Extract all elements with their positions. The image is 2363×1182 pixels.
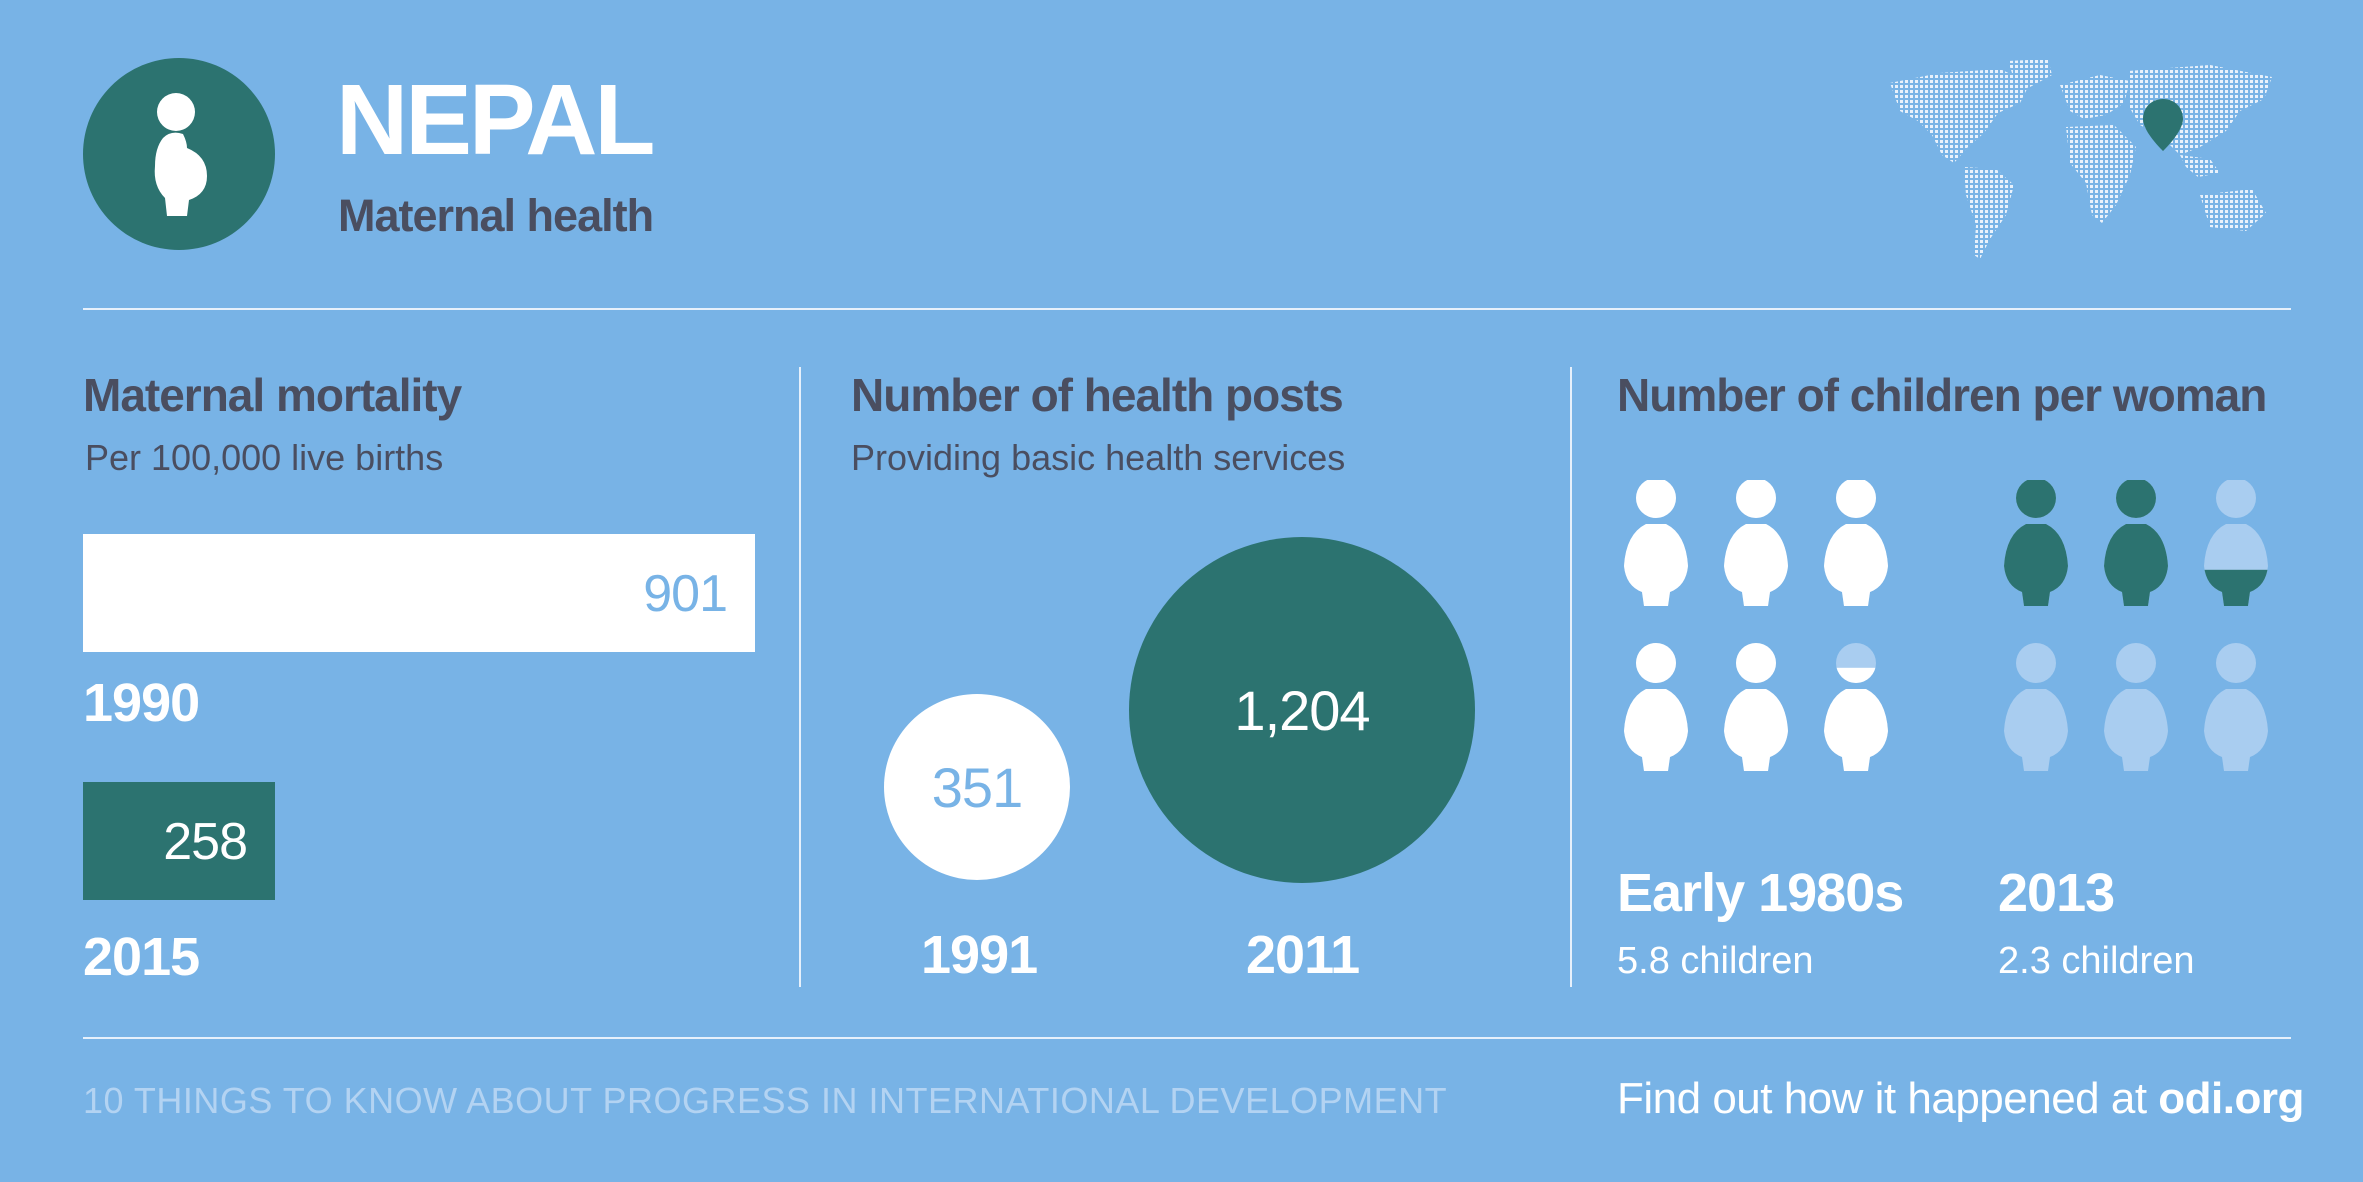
period-value-2013: 2.3 children — [1998, 940, 2195, 982]
location-pin-icon — [2143, 99, 2183, 151]
period-label-2013: 2013 — [1998, 863, 2115, 923]
header-icon-circle — [83, 58, 275, 250]
child-figure-early-1980s — [1624, 480, 1688, 607]
footer-divider — [83, 1037, 2291, 1039]
child-figure-2013 — [2004, 643, 2068, 771]
odi-link[interactable]: odi.org — [2158, 1074, 2304, 1123]
period-value-1980s: 5.8 children — [1617, 940, 1814, 982]
bubble-1991: 351 — [884, 694, 1070, 880]
child-figure-2013 — [2204, 480, 2268, 606]
section-divider-1 — [799, 367, 801, 987]
mortality-title: Maternal mortality — [83, 369, 462, 421]
footer-link-text: Find out how it happened at odi.org — [1617, 1074, 2304, 1124]
bar-year-1990: 1990 — [83, 673, 200, 733]
child-figure-early-1980s — [1824, 643, 1888, 771]
health-posts-title: Number of health posts — [851, 369, 1344, 421]
bar-1990 — [83, 534, 755, 652]
child-figure-early-1980s — [1824, 480, 1888, 606]
bubble-year-2011: 2011 — [1246, 925, 1360, 985]
child-figure-early-1980s — [1624, 642, 1688, 771]
footer-link-prefix: Find out how it happened at — [1617, 1074, 2159, 1123]
children-title: Number of children per woman — [1617, 369, 2267, 421]
section-divider-2 — [1570, 367, 1572, 987]
page-subtitle: Maternal health — [338, 190, 654, 241]
child-figure-2013 — [2104, 643, 2168, 771]
health-posts-subtitle: Providing basic health services — [851, 437, 1346, 478]
period-label-1980s: Early 1980s — [1617, 863, 1904, 923]
children-pictogram — [1624, 480, 2268, 771]
footer-series-label: 10 THINGS TO KNOW ABOUT PROGRESS IN INTE… — [83, 1080, 1448, 1121]
child-figure-2013 — [2204, 642, 2268, 771]
bubble-year-1991: 1991 — [921, 925, 1038, 985]
child-figure-2013 — [2104, 480, 2168, 606]
world-map — [1890, 59, 2272, 259]
page-title: NEPAL — [336, 64, 655, 176]
child-figure-2013 — [2004, 480, 2068, 606]
bar-year-2015: 2015 — [83, 927, 200, 987]
mortality-subtitle: Per 100,000 live births — [85, 437, 444, 478]
header-divider — [83, 308, 2291, 310]
child-figure-early-1980s — [1724, 480, 1788, 606]
bar-value-2015: 258 — [163, 813, 248, 871]
bubble-2011: 1,204 — [1129, 537, 1475, 883]
child-figure-early-1980s — [1724, 643, 1788, 771]
bar-value-1990: 901 — [643, 565, 728, 623]
bar-2015 — [83, 782, 275, 900]
pregnant-woman-icon — [154, 93, 207, 216]
